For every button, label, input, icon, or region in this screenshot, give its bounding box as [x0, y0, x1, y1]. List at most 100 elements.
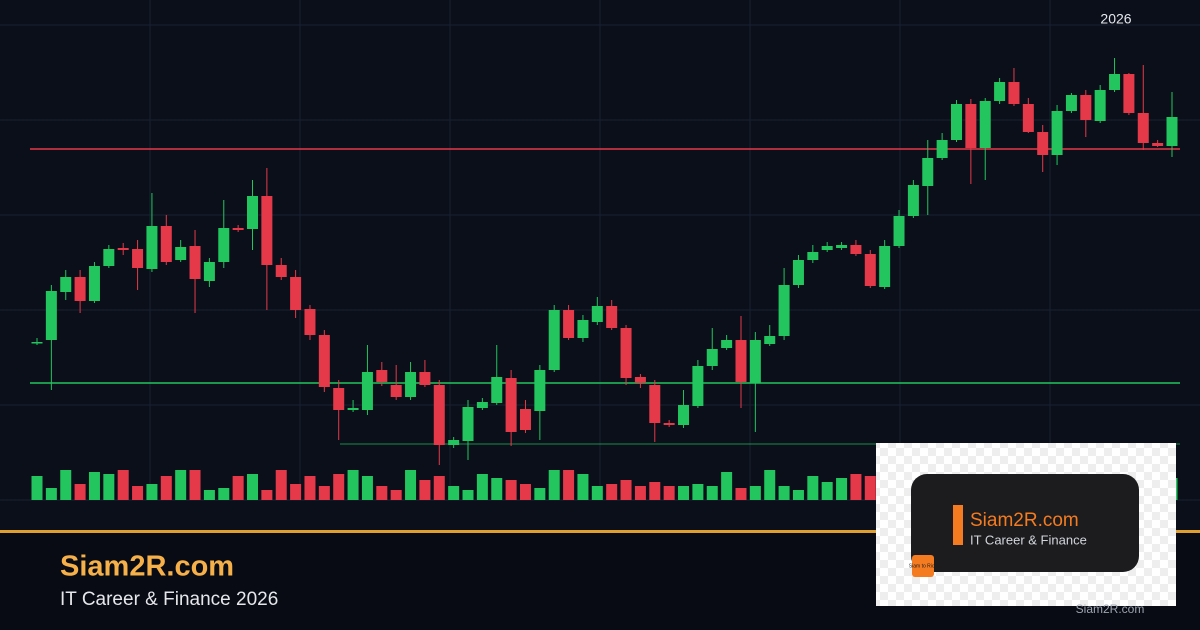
volume-bar: [649, 482, 661, 500]
candle-body: [764, 336, 776, 344]
candle-body: [1166, 117, 1178, 146]
candle-body: [893, 216, 905, 246]
candle-body: [376, 370, 388, 382]
candle-body: [1109, 74, 1121, 90]
candle-body: [74, 277, 86, 301]
candle-body: [1037, 132, 1049, 155]
candle-body: [275, 265, 287, 277]
volume-bar: [405, 470, 417, 500]
volume-bar: [821, 482, 833, 500]
volume-bar: [304, 476, 316, 500]
candle-body: [160, 226, 172, 262]
candle-body: [1022, 104, 1034, 132]
volume-bar: [232, 476, 244, 500]
volume-bar: [749, 486, 761, 500]
candle-body: [792, 260, 804, 285]
candle-body: [778, 285, 790, 336]
volume-bar: [491, 478, 503, 500]
candle-body: [821, 246, 833, 250]
candle-body: [1080, 95, 1092, 120]
candle-body: [491, 377, 503, 403]
volume-bar: [247, 474, 259, 500]
volume-bar: [160, 476, 172, 500]
candle-body: [649, 385, 661, 423]
volume-bar: [117, 470, 129, 500]
candle-body: [462, 407, 474, 441]
candle-body: [203, 262, 215, 281]
candle-body: [45, 291, 57, 340]
logo-text: Siam to Rich: [909, 563, 938, 569]
candle-body: [591, 306, 603, 322]
volume-bar: [706, 486, 718, 500]
candle-body: [333, 388, 345, 410]
candle-body: [103, 249, 115, 266]
card-tagline: IT Career & Finance: [970, 532, 1087, 547]
volume-bar: [31, 476, 43, 500]
candle-body: [979, 101, 991, 148]
volume-bar: [534, 488, 546, 500]
candle-body: [1137, 113, 1149, 143]
candle-body: [994, 82, 1006, 101]
volume-bar: [548, 470, 560, 500]
candle-body: [836, 245, 848, 248]
candle-body: [347, 408, 359, 410]
candle-body: [563, 310, 575, 338]
candle-body: [850, 245, 862, 254]
candle-body: [606, 306, 618, 328]
candle-body: [390, 385, 402, 397]
candle-body: [117, 248, 129, 250]
candle-body: [448, 440, 460, 445]
candle-body: [60, 277, 72, 292]
candle-body: [620, 328, 632, 378]
candle-body: [519, 409, 531, 430]
volume-bar: [864, 476, 876, 500]
volume-bar: [103, 474, 115, 500]
volume-bar: [347, 470, 359, 500]
volume-bar: [132, 486, 144, 500]
volume-bar: [333, 474, 345, 500]
volume-bar: [433, 476, 445, 500]
volume-bar: [577, 474, 589, 500]
candle-body: [175, 247, 187, 260]
candle-body: [132, 249, 144, 268]
candle-body: [879, 246, 891, 287]
watermark: Siam2R.com: [1076, 602, 1145, 616]
candle-body: [1065, 95, 1077, 111]
volume-bar: [448, 486, 460, 500]
volume-bar: [663, 486, 675, 500]
divider: [0, 530, 1200, 533]
volume-bar: [620, 480, 632, 500]
candle-body: [290, 277, 302, 310]
volume-bar: [146, 484, 158, 500]
volume-bar: [735, 488, 747, 500]
candle-body: [692, 366, 704, 406]
volume-bar: [318, 486, 330, 500]
volume-bar: [189, 470, 201, 500]
candle-body: [232, 228, 244, 230]
candle-body: [318, 335, 330, 387]
volume-bar: [45, 488, 57, 500]
candle-body: [88, 266, 100, 301]
candle-body: [721, 340, 733, 348]
candle-body: [476, 402, 488, 408]
volume-bar: [462, 490, 474, 500]
volume-bar: [275, 470, 287, 500]
volume-bar: [361, 476, 373, 500]
volume-bar: [419, 480, 431, 500]
volume-bar: [778, 486, 790, 500]
candle-body: [146, 226, 158, 269]
candle-body: [361, 372, 373, 410]
candle-body: [534, 370, 546, 411]
candle-body: [950, 104, 962, 140]
candle-body: [807, 252, 819, 260]
year-label: 2026: [1100, 11, 1131, 27]
candle-body: [31, 342, 43, 344]
candle-body: [936, 140, 948, 158]
logo-bg: [912, 555, 934, 577]
volume-bar: [261, 490, 273, 500]
candle-body: [304, 309, 316, 335]
volume-bar: [60, 470, 72, 500]
volume-bar: [505, 480, 517, 500]
